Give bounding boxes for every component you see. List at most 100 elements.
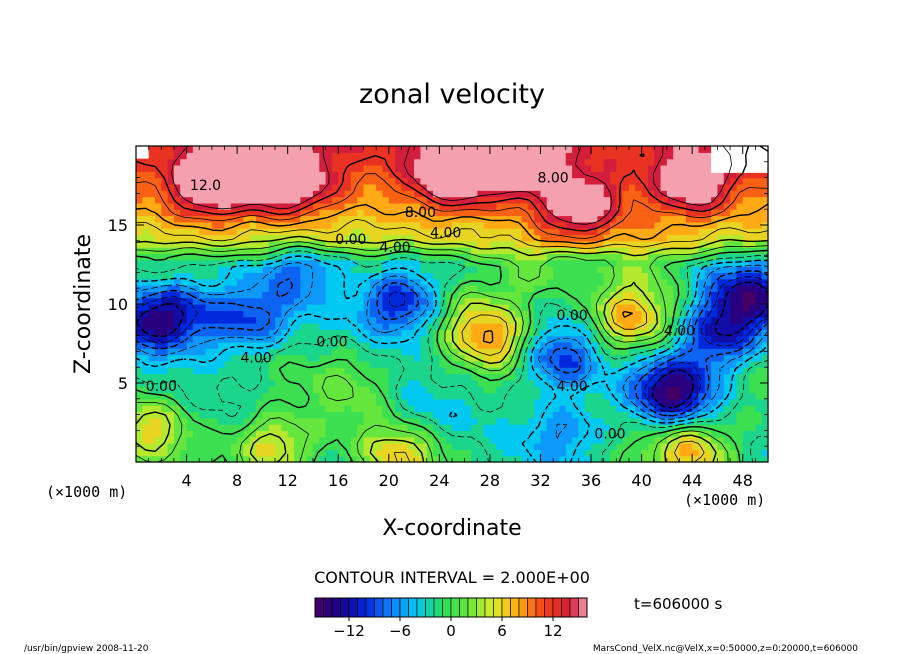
heatmap-cell: [256, 417, 263, 425]
heatmap-cell: [572, 335, 579, 343]
heatmap-cell: [755, 398, 763, 406]
heatmap-cell: [224, 360, 232, 368]
heatmap-cell: [616, 348, 624, 356]
heatmap-cell: [142, 455, 150, 463]
heatmap-cell: [647, 436, 655, 444]
heatmap-cell: [180, 386, 188, 394]
heatmap-cell: [704, 291, 712, 299]
heatmap-cell: [622, 373, 630, 381]
heatmap-cell: [515, 348, 523, 356]
heatmap-cell: [382, 234, 390, 242]
heatmap-cell: [363, 146, 371, 153]
heatmap-cell: [502, 455, 510, 463]
heatmap-cell: [243, 386, 251, 394]
heatmap-cell: [508, 228, 516, 236]
heatmap-cell: [306, 310, 314, 318]
heatmap-cell: [483, 146, 491, 153]
heatmap-cell: [414, 329, 421, 337]
heatmap-cell: [142, 297, 150, 305]
heatmap-cell: [603, 417, 611, 425]
heatmap-cell: [534, 209, 542, 217]
heatmap-cell: [439, 386, 447, 394]
heatmap-cell: [584, 272, 592, 280]
heatmap-cell: [306, 316, 314, 324]
heatmap-cell: [666, 379, 674, 387]
heatmap-cell: [464, 177, 472, 185]
heatmap-cell: [527, 146, 535, 153]
heatmap-cell: [180, 417, 188, 425]
heatmap-cell: [350, 158, 358, 166]
heatmap-cell: [275, 392, 282, 400]
heatmap-cell: [736, 322, 744, 330]
heatmap-cell: [508, 348, 516, 356]
heatmap-cell: [420, 158, 428, 166]
heatmap-cell: [445, 158, 453, 166]
heatmap-cell: [249, 158, 257, 166]
heatmap-cell: [692, 202, 700, 210]
heatmap-cell: [723, 297, 731, 305]
heatmap-cell: [483, 354, 491, 362]
heatmap-cell: [395, 190, 403, 198]
heatmap-cell: [445, 386, 453, 394]
heatmap-cell: [761, 398, 769, 406]
heatmap-cell: [338, 436, 346, 444]
heatmap-cell: [369, 177, 377, 185]
heatmap-cell: [237, 424, 245, 431]
heatmap-cell: [502, 171, 510, 179]
heatmap-cell: [426, 310, 434, 318]
heatmap-cell: [249, 234, 257, 242]
heatmap-cell: [148, 329, 156, 337]
heatmap-cell: [761, 335, 769, 343]
heatmap-cell: [711, 310, 719, 318]
heatmap-cell: [603, 430, 611, 438]
heatmap-cell: [489, 291, 497, 299]
heatmap-cell: [628, 417, 636, 425]
heatmap-cell: [673, 436, 681, 444]
heatmap-cell: [173, 297, 181, 305]
heatmap-cell: [224, 341, 232, 349]
heatmap-cell: [603, 221, 611, 229]
heatmap-cell: [546, 430, 554, 438]
heatmap-cell: [388, 329, 396, 337]
heatmap-cell: [660, 449, 668, 457]
heatmap-cell: [382, 310, 390, 318]
heatmap-cell: [534, 436, 542, 444]
heatmap-cell: [647, 379, 655, 387]
heatmap-cell: [502, 405, 510, 413]
heatmap-cell: [407, 379, 415, 387]
heatmap-cell: [350, 411, 358, 419]
heatmap-cell: [452, 285, 459, 292]
heatmap-cell: [603, 278, 611, 286]
heatmap-cell: [723, 240, 731, 248]
heatmap-cell: [489, 158, 497, 166]
heatmap-cell: [237, 373, 245, 381]
heatmap-cell: [685, 316, 693, 324]
heatmap-cell: [268, 386, 276, 394]
heatmap-cell: [445, 443, 453, 450]
heatmap-cell: [654, 278, 662, 286]
heatmap-cell: [679, 196, 687, 204]
heatmap-cell: [584, 152, 592, 160]
heatmap-cell: [654, 360, 662, 368]
heatmap-cell: [635, 177, 643, 185]
heatmap-cell: [660, 360, 668, 368]
heatmap-cell: [237, 228, 245, 236]
heatmap-cell: [243, 297, 251, 305]
heatmap-cell: [142, 202, 150, 210]
heatmap-cell: [401, 247, 409, 255]
heatmap-cell: [186, 247, 194, 255]
heatmap-cell: [742, 297, 750, 305]
heatmap-cell: [344, 455, 352, 463]
heatmap-cell: [325, 202, 333, 210]
heatmap-cell: [395, 430, 403, 438]
heatmap-cell: [610, 190, 617, 198]
heatmap-cell: [268, 234, 276, 242]
heatmap-cell: [597, 379, 605, 387]
heatmap-cell: [325, 405, 333, 413]
heatmap-cell: [319, 158, 327, 166]
heatmap-cell: [420, 386, 428, 394]
heatmap-cell: [502, 424, 510, 431]
heatmap-cell: [591, 392, 598, 400]
heatmap-cell: [148, 202, 156, 210]
heatmap-cell: [395, 449, 403, 457]
